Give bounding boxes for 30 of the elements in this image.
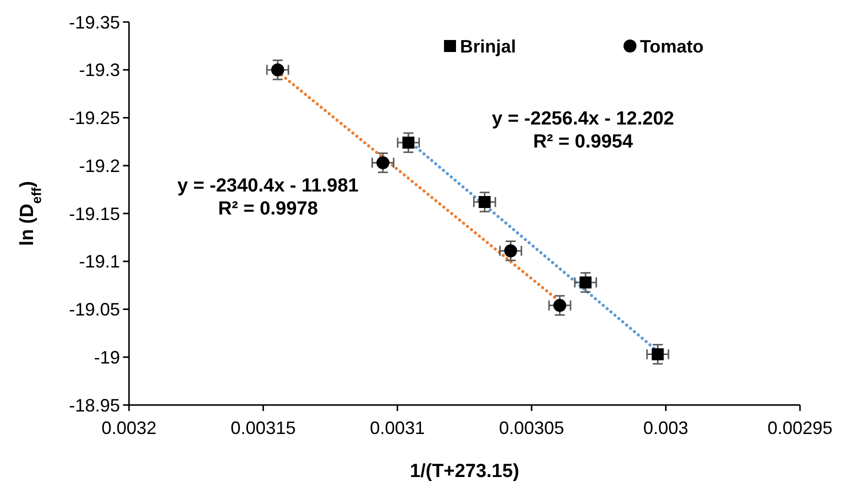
annotation: y = -2340.4x - 11.981 bbox=[177, 176, 360, 197]
point bbox=[376, 156, 390, 170]
point bbox=[580, 276, 592, 288]
annotation: R² = 0.9978 bbox=[218, 198, 318, 220]
y-tick-label: -19.1 bbox=[78, 252, 120, 272]
x-tick-label: 0.00295 bbox=[767, 418, 833, 438]
legend-label: Tomato bbox=[640, 36, 704, 56]
point bbox=[478, 196, 491, 208]
annotation: y = -2256.4x - 12.202 bbox=[492, 108, 674, 130]
legend-label: Brinjal bbox=[460, 36, 516, 56]
y-tick-label: -19.15 bbox=[68, 204, 120, 224]
point bbox=[553, 298, 566, 312]
y-tick-label: -19.35 bbox=[68, 12, 120, 32]
point bbox=[504, 244, 518, 258]
y-tick-label: -18.95 bbox=[68, 395, 120, 416]
annotation: R² = 0.9954 bbox=[533, 132, 634, 153]
point bbox=[652, 348, 664, 360]
y-tick-label: -19.3 bbox=[78, 60, 120, 80]
x-tick-label: 0.0031 bbox=[370, 418, 425, 438]
y-tick-label: -19.05 bbox=[68, 300, 120, 320]
x-tick-label: 0.00305 bbox=[499, 418, 564, 438]
x-tick-label: 0.00315 bbox=[230, 418, 296, 438]
y-tick-label: -19.2 bbox=[78, 156, 120, 176]
x-axis-title: 1/(T+273.15) bbox=[410, 461, 520, 482]
x-tick-label: 0.003 bbox=[643, 418, 688, 438]
y-tick-label: -19 bbox=[94, 347, 120, 368]
point bbox=[271, 63, 284, 76]
x-tick-label: 0.0032 bbox=[101, 418, 157, 438]
y-tick-label: -19.25 bbox=[68, 108, 120, 128]
point bbox=[402, 136, 414, 149]
